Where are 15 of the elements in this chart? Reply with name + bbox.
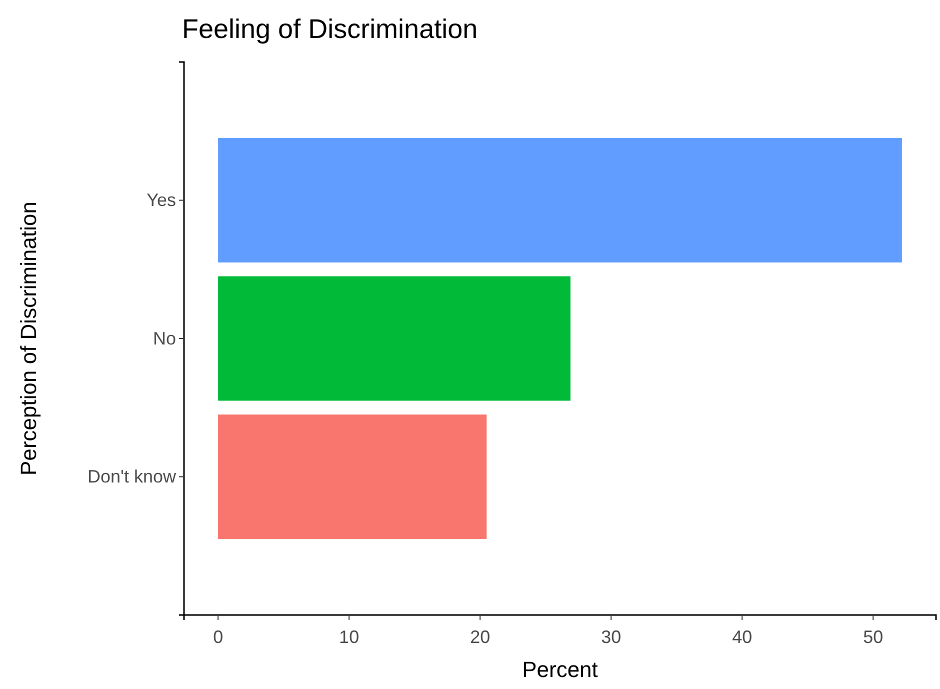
x-tick-label: 40 xyxy=(732,626,752,647)
x-tick-label: 30 xyxy=(601,626,622,647)
bar xyxy=(218,138,902,262)
y-tick-label: Don't know xyxy=(88,466,177,487)
x-tick-label: 0 xyxy=(213,626,224,647)
bar xyxy=(218,414,487,539)
bar xyxy=(218,276,570,401)
y-tick-label: Yes xyxy=(146,190,176,210)
chart-title: Feeling of Discrimination xyxy=(182,14,478,44)
y-tick-label: No xyxy=(152,328,176,348)
x-axis-title: Percent xyxy=(522,657,598,682)
x-tick-label: 20 xyxy=(470,626,490,647)
x-tick-label: 10 xyxy=(339,626,360,647)
y-axis-title: Perception of Discrimination xyxy=(16,202,41,476)
x-tick-label: 50 xyxy=(863,626,884,647)
